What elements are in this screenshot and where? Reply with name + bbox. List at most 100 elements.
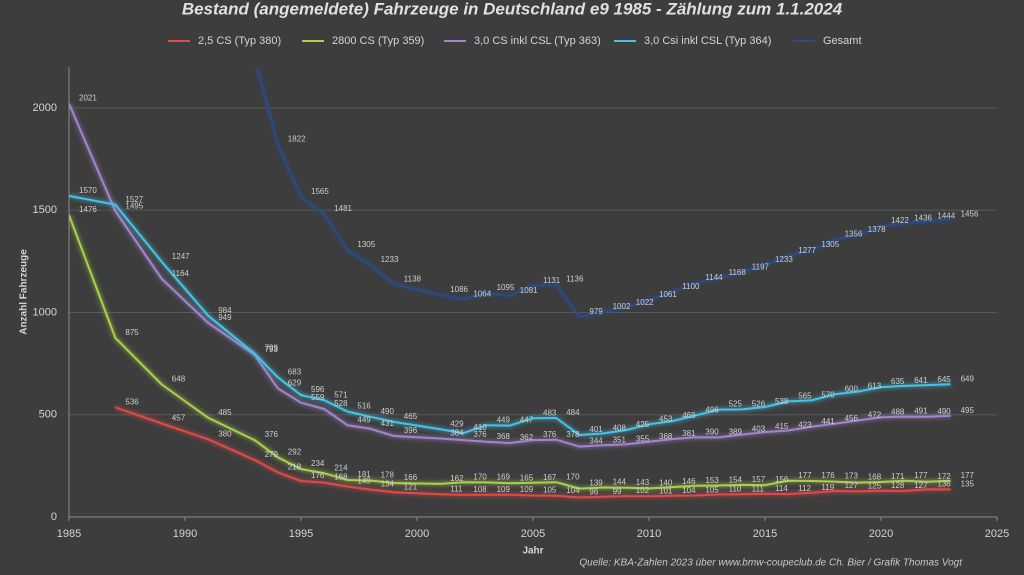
data-label: 143 — [636, 478, 650, 487]
data-label: 1527 — [125, 195, 143, 204]
data-label: 105 — [705, 486, 719, 495]
series-line — [256, 67, 951, 318]
data-label: 368 — [659, 432, 673, 441]
data-label: 485 — [218, 408, 232, 417]
data-label: 181 — [357, 470, 371, 479]
data-label: 1495 — [125, 201, 143, 210]
data-label: 528 — [334, 399, 348, 408]
data-label: 401 — [589, 425, 603, 434]
data-label: 415 — [775, 422, 789, 431]
data-label: 1476 — [79, 205, 97, 214]
data-label: 949 — [218, 313, 232, 322]
data-labels: 536 457 380 279 218 176 168 149 134 121 111 108 109 1… — [79, 94, 979, 497]
data-label: 166 — [404, 473, 418, 482]
data-label: 121 — [404, 482, 418, 491]
data-label: 1356 — [845, 230, 863, 239]
data-label: 134 — [381, 480, 395, 489]
data-label: 410 — [473, 423, 487, 432]
data-label: 136 — [937, 479, 951, 488]
data-label: 600 — [845, 384, 859, 393]
y-tick-label: 1500 — [33, 204, 57, 216]
series-line — [115, 406, 951, 499]
data-label: 799 — [265, 344, 279, 353]
x-tick-label: 2020 — [869, 528, 893, 540]
data-label: 516 — [357, 402, 371, 411]
data-label: 449 — [497, 415, 511, 424]
data-label: 565 — [798, 392, 812, 401]
data-label: 146 — [682, 477, 696, 486]
data-label: 629 — [288, 378, 302, 387]
x-tick-label: 1995 — [289, 528, 313, 540]
data-label: 645 — [937, 375, 951, 384]
data-label: 465 — [404, 412, 418, 421]
data-label: 495 — [961, 406, 975, 415]
data-label: 641 — [914, 376, 928, 385]
data-label: 368 — [497, 432, 511, 441]
data-label: 488 — [891, 407, 905, 416]
data-label: 112 — [798, 484, 811, 493]
data-label: 1061 — [659, 290, 677, 299]
data-label: 169 — [497, 473, 511, 482]
data-label: 431 — [381, 419, 395, 428]
data-label: 1164 — [172, 269, 190, 278]
data-label: 1002 — [613, 302, 631, 311]
data-label: 172 — [937, 472, 951, 481]
data-label: 128 — [891, 481, 905, 490]
data-label: 176 — [821, 471, 835, 480]
data-label: 408 — [613, 424, 627, 433]
data-label: 355 — [636, 434, 650, 443]
data-label: 1131 — [543, 276, 561, 285]
data-label: 376 — [473, 430, 487, 439]
data-label: 362 — [520, 433, 534, 442]
data-label: 218 — [288, 463, 302, 472]
chart-title: Bestand (angemeldete) Fahrzeuge in Deuts… — [182, 0, 843, 18]
data-label: 648 — [172, 375, 186, 384]
data-label: 153 — [705, 476, 719, 485]
data-label: 456 — [845, 414, 859, 423]
plot-area — [69, 67, 951, 499]
data-label: 984 — [218, 306, 232, 315]
data-label: 135 — [961, 479, 975, 488]
data-label: 96 — [589, 487, 598, 496]
data-label: 491 — [914, 407, 928, 416]
data-label: 1436 — [914, 213, 932, 222]
data-label: 171 — [891, 472, 905, 481]
data-label: 234 — [311, 459, 325, 468]
data-label: 1081 — [520, 286, 538, 295]
data-label: 144 — [613, 478, 627, 487]
y-tick-label: 500 — [39, 409, 57, 421]
data-label: 453 — [659, 414, 673, 423]
data-label: 483 — [543, 408, 557, 417]
data-label: 1233 — [775, 255, 793, 264]
data-label: 1144 — [705, 273, 723, 282]
data-label: 351 — [613, 435, 627, 444]
data-label: 167 — [543, 473, 557, 482]
source-note: Quelle: KBA-Zahlen 2023 über www.bmw-cou… — [579, 558, 963, 569]
data-label: 176 — [311, 471, 325, 480]
data-label: 1305 — [821, 240, 839, 249]
data-label: 1086 — [450, 285, 468, 294]
data-label: 292 — [288, 447, 302, 456]
data-label: 99 — [613, 487, 622, 496]
data-label: 449 — [357, 415, 371, 424]
data-label: 154 — [729, 476, 743, 485]
data-label: 1277 — [798, 246, 816, 255]
data-label: 108 — [473, 485, 487, 494]
data-label: 1378 — [868, 225, 886, 234]
data-label: 1481 — [334, 204, 352, 213]
data-label: 403 — [752, 425, 766, 434]
data-label: 114 — [775, 484, 788, 493]
data-label: 429 — [450, 419, 464, 428]
data-label: 559 — [311, 393, 325, 402]
data-label: 110 — [729, 485, 742, 494]
data-label: 149 — [357, 477, 371, 486]
data-label: 1022 — [636, 298, 654, 307]
x-tick-label: 2005 — [521, 528, 545, 540]
data-label: 104 — [566, 486, 580, 495]
data-label: 635 — [891, 377, 905, 386]
data-label: 168 — [334, 473, 348, 482]
data-label: 127 — [845, 481, 859, 490]
data-label: 156 — [775, 475, 789, 484]
data-label: 469 — [682, 411, 696, 420]
data-label: 1138 — [404, 274, 422, 283]
